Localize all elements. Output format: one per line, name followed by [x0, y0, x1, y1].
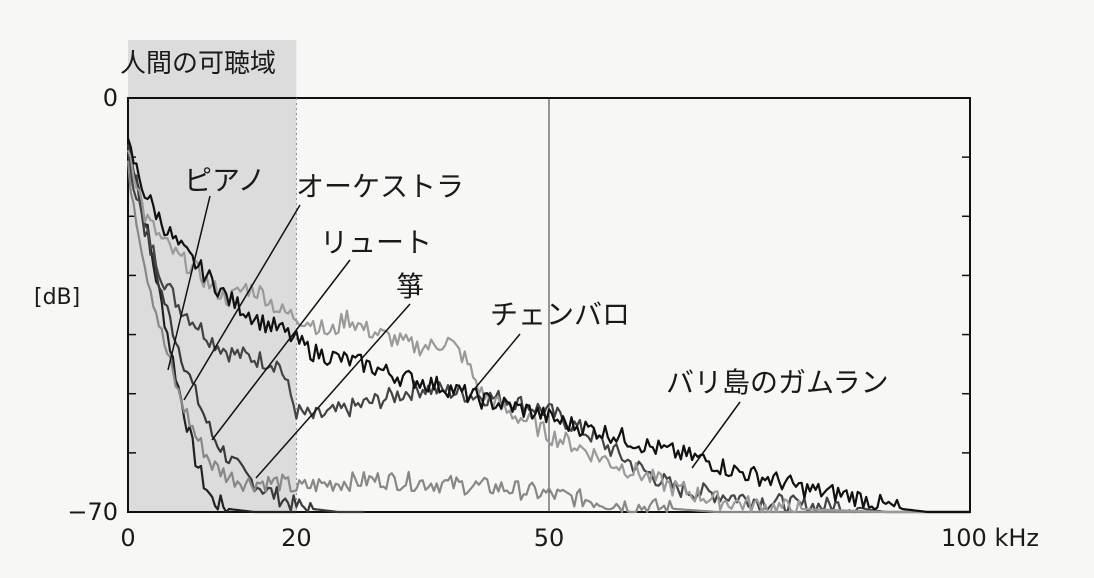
audible-range-label: 人間の可聴域: [120, 49, 276, 79]
x-tick-label: 100 kHz: [941, 524, 1039, 552]
y-axis-ticks: 0 −70: [67, 84, 970, 526]
annotation-leader-line: [183, 204, 301, 401]
x-tick-label: 0: [120, 524, 135, 552]
annotation-leader-line: [255, 303, 411, 479]
annotation-leader-line: [167, 195, 211, 371]
series-line-箏: [126, 160, 970, 514]
annotation-label: オーケストラ: [296, 170, 464, 203]
annotation-leader-line: [471, 333, 521, 393]
annotation-label: 箏: [396, 270, 424, 303]
series-line-チェンバロ: [126, 149, 970, 514]
y-tick-label: −70: [67, 498, 118, 526]
annotation-leader-line: [691, 401, 741, 469]
annotation-label: ピアノ: [184, 164, 265, 197]
annotation-label: リュート: [320, 226, 432, 259]
annotation-label: チェンバロ: [490, 298, 630, 331]
series-line-ピアノ: [126, 145, 297, 514]
y-axis-label: [dB]: [34, 285, 80, 310]
x-tick-label: 50: [534, 524, 565, 552]
x-tick-label: 20: [281, 524, 312, 552]
annotation-label: バリ島のガムラン: [666, 366, 889, 399]
series-line-バリ島のガムラン: [126, 137, 970, 514]
annotation-leader-line: [211, 259, 351, 441]
x-axis-ticks: 0 20 50 100 kHz: [120, 524, 1039, 552]
series-line-オーケストラ: [126, 144, 364, 514]
y-tick-label: 0: [103, 84, 118, 112]
